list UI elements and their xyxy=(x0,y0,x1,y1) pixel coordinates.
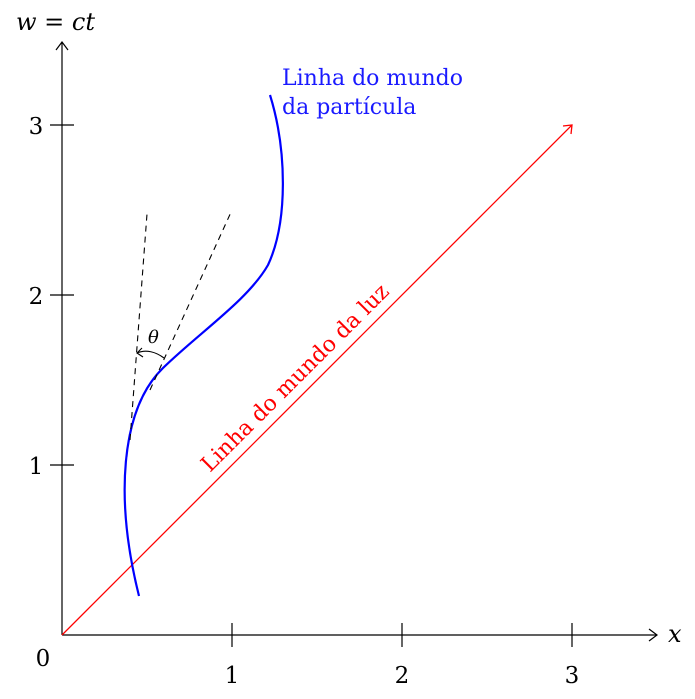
x-tick-label-2: 2 xyxy=(395,663,410,689)
light-worldline-label: Linha do mundo da luz xyxy=(197,279,395,477)
tangent-dashed-line xyxy=(149,209,233,391)
axes xyxy=(55,41,658,642)
origin-label: 0 xyxy=(36,646,51,672)
y-tick-label-3: 3 xyxy=(29,114,44,140)
light-worldline xyxy=(61,124,573,636)
angle-label: θ xyxy=(148,327,159,348)
particle-worldline xyxy=(123,94,284,597)
y-tick-label-2: 2 xyxy=(29,284,44,310)
y-axis-label: w = ct xyxy=(16,8,95,36)
light-worldline-arrowhead xyxy=(562,124,573,135)
axis-ticks xyxy=(50,124,573,647)
particle-worldline-label: Linha do mundo da partícula xyxy=(282,66,470,120)
x-tick-label-1: 1 xyxy=(225,663,240,689)
x-axis-arrowhead xyxy=(648,628,658,642)
y-tick-label-1: 1 xyxy=(29,454,44,480)
x-axis-label: x xyxy=(668,620,682,648)
particle-label-line1: Linha do mundo xyxy=(282,66,463,91)
angle-arc-arrowhead xyxy=(136,347,144,358)
angle-arc xyxy=(136,350,165,359)
vertical-reference-dashed-line xyxy=(129,213,148,441)
x-tick-label-3: 3 xyxy=(565,663,580,689)
y-axis-arrowhead xyxy=(55,41,69,51)
particle-label-line2: da partícula xyxy=(282,95,416,120)
